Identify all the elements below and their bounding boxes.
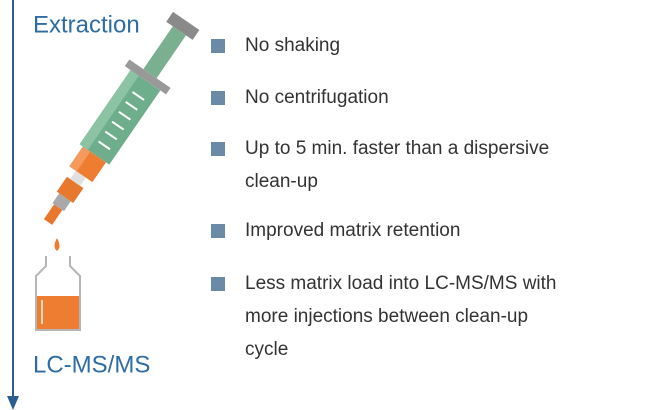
start-label: Extraction <box>33 11 140 38</box>
bullet-text: No centrifugation <box>245 87 389 108</box>
bullet-text: Up to 5 min. faster than a dispersive <box>245 138 549 159</box>
page: Extraction LC-MS/MS No shaking No centrif… <box>0 0 669 410</box>
bullet-marker <box>211 142 225 156</box>
bullet-marker <box>211 39 225 53</box>
bullet-marker <box>211 277 225 291</box>
bullet-text: clean-up <box>245 171 318 192</box>
drop <box>55 238 60 251</box>
bullet-text: more injections between clean-up <box>245 306 528 327</box>
bullet-marker <box>211 224 225 238</box>
end-label: LC-MS/MS <box>33 351 150 378</box>
bullet-list: No shaking No centrifugation Up to 5 min. … <box>211 35 557 360</box>
bullet-marker <box>211 91 225 105</box>
flow-arrow-head <box>7 396 19 410</box>
bullet-text: cycle <box>245 339 288 360</box>
bullet-text: No shaking <box>245 35 340 56</box>
syringe <box>27 7 206 236</box>
bullet-text: Improved matrix retention <box>245 220 460 241</box>
vial-liquid <box>37 296 79 329</box>
bullet-text: Less matrix load into LC-MS/MS with <box>245 273 557 294</box>
